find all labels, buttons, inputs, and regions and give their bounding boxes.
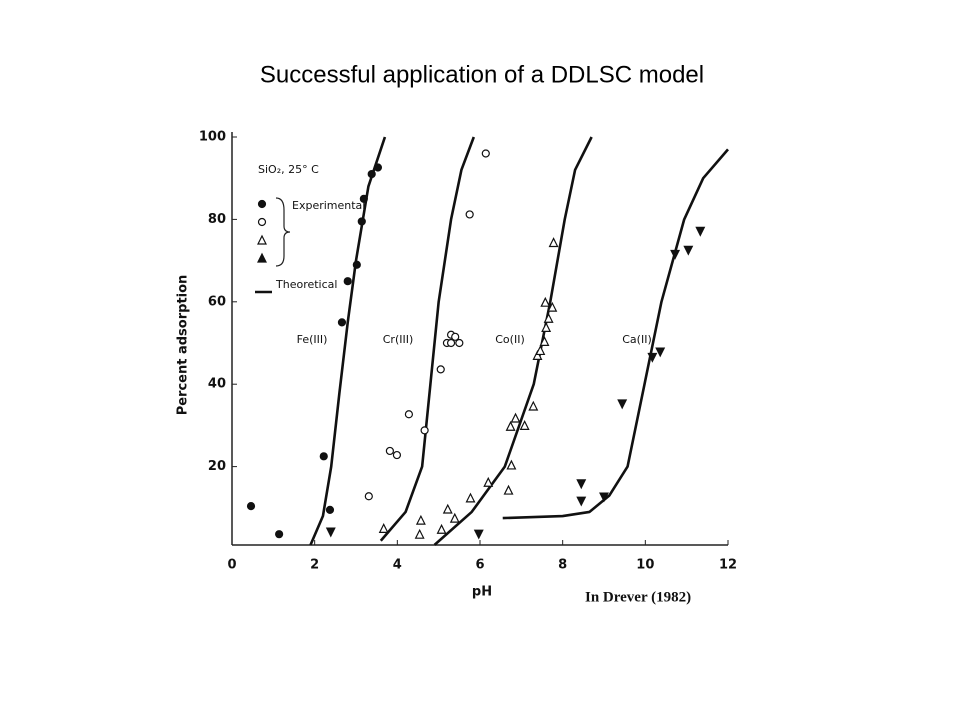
y-tick-label: 60 [208, 294, 226, 309]
theoretical-curve [379, 136, 476, 542]
legend-theoretical: Theoretical [275, 278, 337, 291]
legend-marker [257, 234, 267, 245]
data-point [364, 492, 373, 501]
data-point [246, 502, 256, 511]
x-tick-label: 6 [475, 558, 484, 573]
data-point [541, 322, 552, 332]
legend-brace [275, 197, 291, 267]
y-tick-label: 80 [208, 212, 226, 227]
data-point [319, 452, 328, 461]
data-point [420, 426, 429, 435]
data-point [695, 226, 706, 237]
data-point [576, 496, 587, 507]
data-point [449, 512, 460, 523]
x-tick-label: 10 [636, 558, 654, 573]
data-point [528, 400, 539, 411]
data-point [325, 505, 335, 514]
x-axis-label: pH [472, 585, 492, 600]
data-point [540, 296, 551, 307]
theoretical-curve [502, 148, 729, 520]
data-point [378, 523, 389, 534]
data-point [451, 332, 460, 341]
data-point [415, 514, 426, 525]
data-point [505, 420, 516, 431]
data-point [670, 249, 681, 260]
data-point [436, 523, 447, 534]
x-tick-label: 8 [558, 558, 567, 573]
data-point [385, 446, 394, 456]
data-point [535, 345, 546, 356]
legend-marker [257, 252, 267, 263]
y-tick-label: 40 [208, 377, 226, 392]
x-tick-label: 0 [227, 558, 236, 573]
y-axis-label: Percent adsorption [176, 275, 191, 416]
data-point [414, 528, 425, 539]
legend-title: SiO₂, 25° C [258, 163, 319, 176]
data-point [473, 529, 484, 540]
data-point [436, 365, 445, 374]
x-tick-label: 4 [393, 558, 402, 573]
data-point [359, 194, 368, 203]
data-point [275, 530, 284, 539]
data-point [655, 347, 666, 358]
series-label: Ca(II) [622, 333, 652, 346]
data-point [325, 527, 336, 538]
data-point [543, 312, 554, 323]
data-point [357, 217, 366, 226]
data-point [617, 399, 628, 410]
data-point [547, 301, 558, 312]
y-tick-label: 20 [208, 459, 226, 474]
plot: 0 2 4 6 8 10 12 20 40 60 80 100 pH Percent adsorption… [176, 130, 738, 606]
data-point [506, 459, 517, 470]
data-point [337, 318, 347, 327]
data-point [465, 492, 476, 503]
data-point [576, 479, 587, 490]
x-tick-label: 2 [310, 558, 319, 573]
data-point [481, 149, 490, 158]
data-point [352, 260, 361, 269]
data-point [539, 336, 550, 346]
source-note: In Drever (1982) [585, 589, 691, 605]
data-point [442, 503, 453, 514]
data-point [503, 484, 514, 495]
data-point [446, 338, 456, 348]
data-point [392, 450, 402, 460]
data-point [532, 350, 543, 360]
y-tick-label: 100 [199, 130, 226, 145]
data-point [548, 237, 559, 248]
data-point [519, 420, 530, 430]
data-point [647, 352, 658, 363]
data-point [510, 412, 521, 423]
data-point [367, 169, 376, 179]
series-label: Fe(III) [297, 333, 328, 346]
data-point [599, 492, 609, 503]
data-point [373, 163, 383, 172]
data-point [483, 476, 494, 487]
legend-marker [257, 217, 267, 227]
legend-marker [257, 199, 267, 209]
data-point [404, 410, 414, 419]
data-point [465, 210, 474, 219]
data-point [455, 338, 464, 348]
legend-experimental: Experimental [292, 199, 365, 212]
series-label: Co(II) [495, 333, 524, 346]
x-tick-label: 12 [719, 558, 737, 573]
data-point [683, 245, 694, 256]
slide-title: Successful application of a DDLSC model [260, 61, 704, 88]
series-label: Cr(III) [383, 333, 414, 346]
data-point [343, 277, 352, 286]
